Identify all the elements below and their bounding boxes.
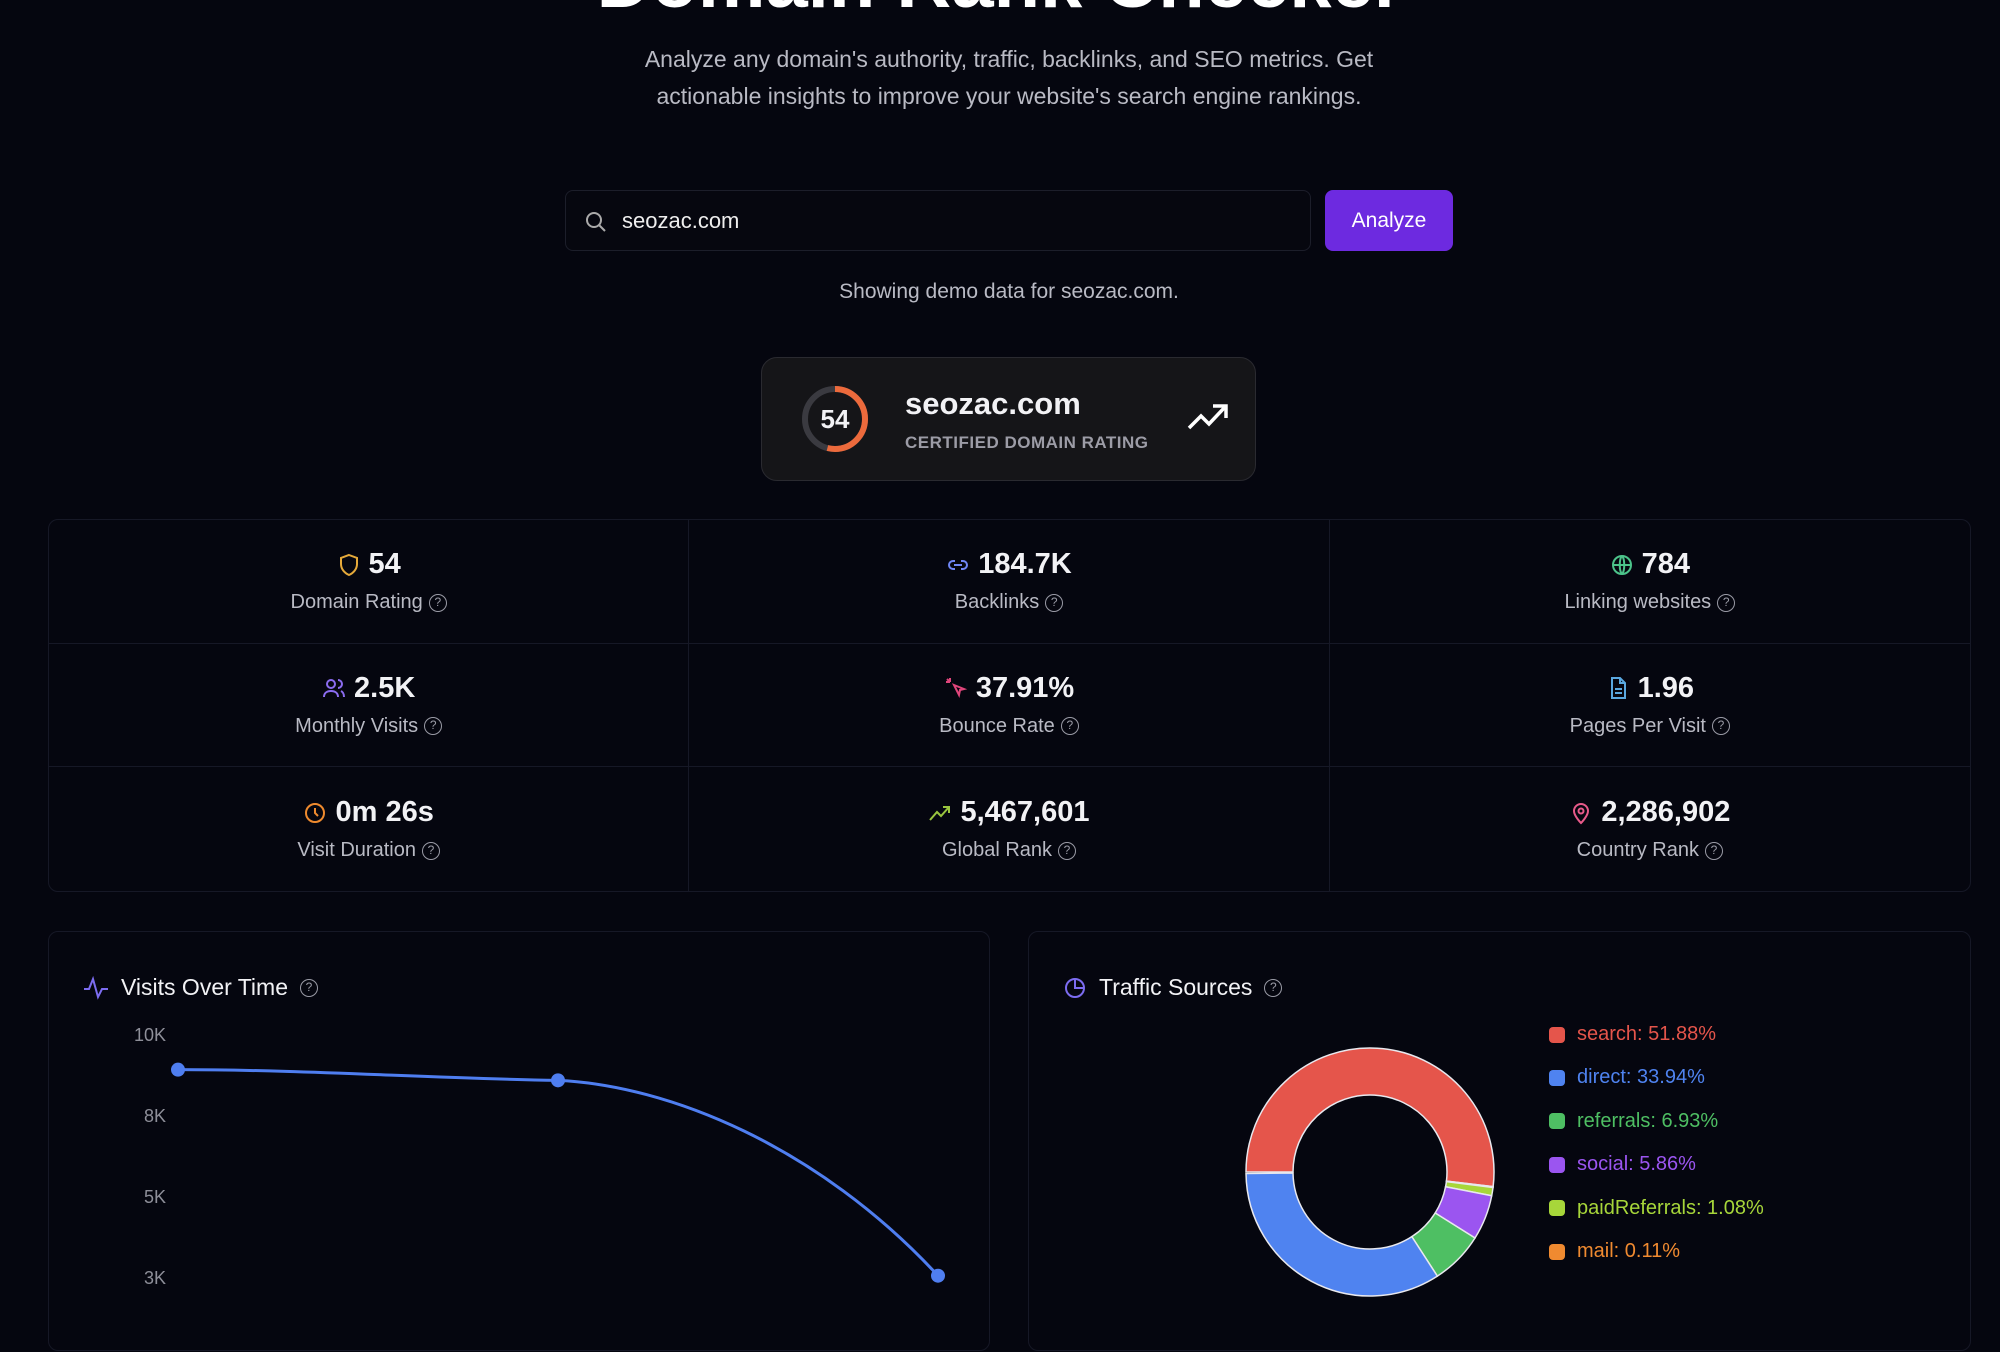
clock-icon (305, 802, 326, 823)
map-pin-icon (1573, 802, 1590, 825)
stat-value: 37.91% (975, 671, 1075, 704)
stat-value: 784 (1641, 548, 1691, 581)
document-icon (1610, 677, 1626, 700)
help-icon[interactable]: ? (1264, 978, 1283, 997)
traffic-sources-panel: Traffic Sources? search: 51.88% direct: 3… (1028, 931, 1971, 1351)
stat-label: Backlinks (954, 591, 1040, 614)
stat-label: Domain Rating (290, 591, 423, 614)
rating-domain: seozac.com (905, 386, 1081, 421)
help-icon[interactable]: ? (1045, 593, 1064, 612)
trending-up-icon (929, 805, 951, 821)
stat-label: Bounce Rate (939, 714, 1055, 737)
stat-value: 1.96 (1637, 671, 1695, 704)
stat-value: 54 (368, 548, 401, 581)
stat-label: Monthly Visits (295, 714, 419, 737)
globe-icon (1611, 554, 1632, 575)
help-icon[interactable]: ? (1058, 841, 1077, 860)
stat-cell: 37.91% Bounce Rate? (689, 643, 1330, 768)
y-tick-label: 5K (144, 1187, 166, 1207)
stat-cell: 0m 26s Visit Duration? (49, 767, 690, 891)
stat-value: 184.7K (978, 548, 1072, 581)
stat-cell: 54 Domain Rating? (49, 520, 690, 644)
y-tick-label: 8K (144, 1106, 166, 1126)
stat-cell: 2,286,902 Country Rank? (1330, 767, 1970, 891)
link-icon (948, 559, 969, 570)
legend-item: mail: 0.11% (1549, 1240, 1680, 1263)
rating-gauge (802, 386, 868, 452)
legend-label: paidReferrals: 1.08% (1577, 1196, 1764, 1219)
y-tick-label: 10K (134, 1025, 166, 1045)
help-icon[interactable]: ? (1717, 593, 1736, 612)
legend-label: direct: 33.94% (1577, 1066, 1705, 1089)
stat-label: Country Rank (1576, 839, 1699, 862)
legend-label: search: 51.88% (1577, 1023, 1716, 1045)
y-tick-label: 3K (144, 1268, 166, 1288)
stat-cell: 2.5K Monthly Visits? (49, 643, 690, 768)
help-icon[interactable]: ? (421, 841, 440, 860)
users-icon (323, 679, 346, 698)
subtitle-line-1: Analyze any domain's authority, traffic,… (644, 46, 1374, 72)
donut-chart (1245, 1047, 1495, 1297)
stat-value: 5,467,601 (960, 796, 1090, 829)
analyze-button[interactable]: Analyze (1325, 190, 1453, 251)
legend-label: mail: 0.11% (1577, 1240, 1681, 1262)
help-icon[interactable]: ? (300, 978, 318, 997)
page-title: Domain Rank Checker (0, 0, 2000, 25)
stat-label: Visit Duration (297, 839, 416, 862)
shield-icon (339, 553, 358, 576)
line-chart: 10K 8K 5K 3K (134, 1025, 945, 1288)
legend-item: search: 51.88% (1549, 1023, 1716, 1046)
stat-value: 2,286,902 (1601, 796, 1731, 829)
legend-swatch (1549, 1113, 1565, 1130)
stat-cell: 1.96 Pages Per Visit? (1329, 644, 1970, 768)
stat-cell: 784 Linking websites? (1329, 520, 1970, 644)
domain-input[interactable] (622, 191, 1282, 250)
stat-label: Pages Per Visit (1569, 714, 1706, 737)
stat-value: 0m 26s (335, 796, 434, 829)
legend-swatch (1549, 1200, 1565, 1217)
stat-label: Linking websites (1564, 591, 1712, 614)
stat-label: Global Rank (941, 839, 1053, 862)
legend-item: direct: 33.94% (1549, 1066, 1705, 1089)
stat-cell: 184.7K Backlinks? (689, 520, 1330, 644)
panel-title: Traffic Sources (1099, 974, 1253, 1000)
help-icon[interactable]: ? (424, 717, 443, 736)
search-box (565, 190, 1311, 251)
help-icon[interactable]: ? (428, 593, 447, 612)
pie-chart-icon (1065, 977, 1085, 998)
legend-swatch (1549, 1243, 1565, 1260)
panel-title: Visits Over Time (121, 974, 288, 1000)
rating-score: 54 (820, 404, 850, 434)
stats-grid: 54 Domain Rating? 184.7K Backlinks? 784 Li… (48, 519, 1971, 892)
legend-item: paidReferrals: 1.08% (1549, 1197, 1764, 1220)
legend-swatch (1549, 1069, 1565, 1086)
legend-swatch (1549, 1156, 1565, 1173)
rating-caption: CERTIFIED DOMAIN RATING (905, 433, 1149, 452)
visits-over-time-panel: Visits Over Time? 10K 8K 5K 3K (48, 931, 990, 1351)
help-icon[interactable]: ? (1704, 841, 1723, 860)
domain-rating-card: 54 seozac.com CERTIFIED DOMAIN RATING (761, 357, 1256, 481)
series-line (177, 1068, 940, 1277)
help-icon[interactable]: ? (1712, 717, 1730, 736)
trending-up-icon (1187, 404, 1228, 430)
slice-search[interactable] (1245, 1047, 1495, 1188)
pointer-click-icon (945, 678, 968, 699)
help-icon[interactable]: ? (1060, 717, 1079, 736)
slice-direct[interactable] (1245, 1172, 1439, 1297)
legend-item: referrals: 6.93% (1549, 1110, 1718, 1133)
stat-cell: 5,467,601 Global Rank? (689, 767, 1330, 891)
stat-value: 2.5K (354, 671, 416, 704)
data-point[interactable] (551, 1073, 565, 1088)
activity-icon (84, 975, 108, 1000)
search-icon (586, 212, 606, 232)
data-point[interactable] (931, 1268, 945, 1283)
legend-label: social: 5.86% (1577, 1153, 1696, 1176)
status-text: Showing demo data for seozac.com. (839, 280, 1179, 303)
legend-item: social: 5.86% (1549, 1153, 1696, 1176)
subtitle-line-2: actionable insights to improve your webs… (656, 83, 1362, 109)
data-point[interactable] (171, 1062, 185, 1077)
legend-swatch (1549, 1026, 1565, 1043)
legend-label: referrals: 6.93% (1577, 1109, 1719, 1132)
